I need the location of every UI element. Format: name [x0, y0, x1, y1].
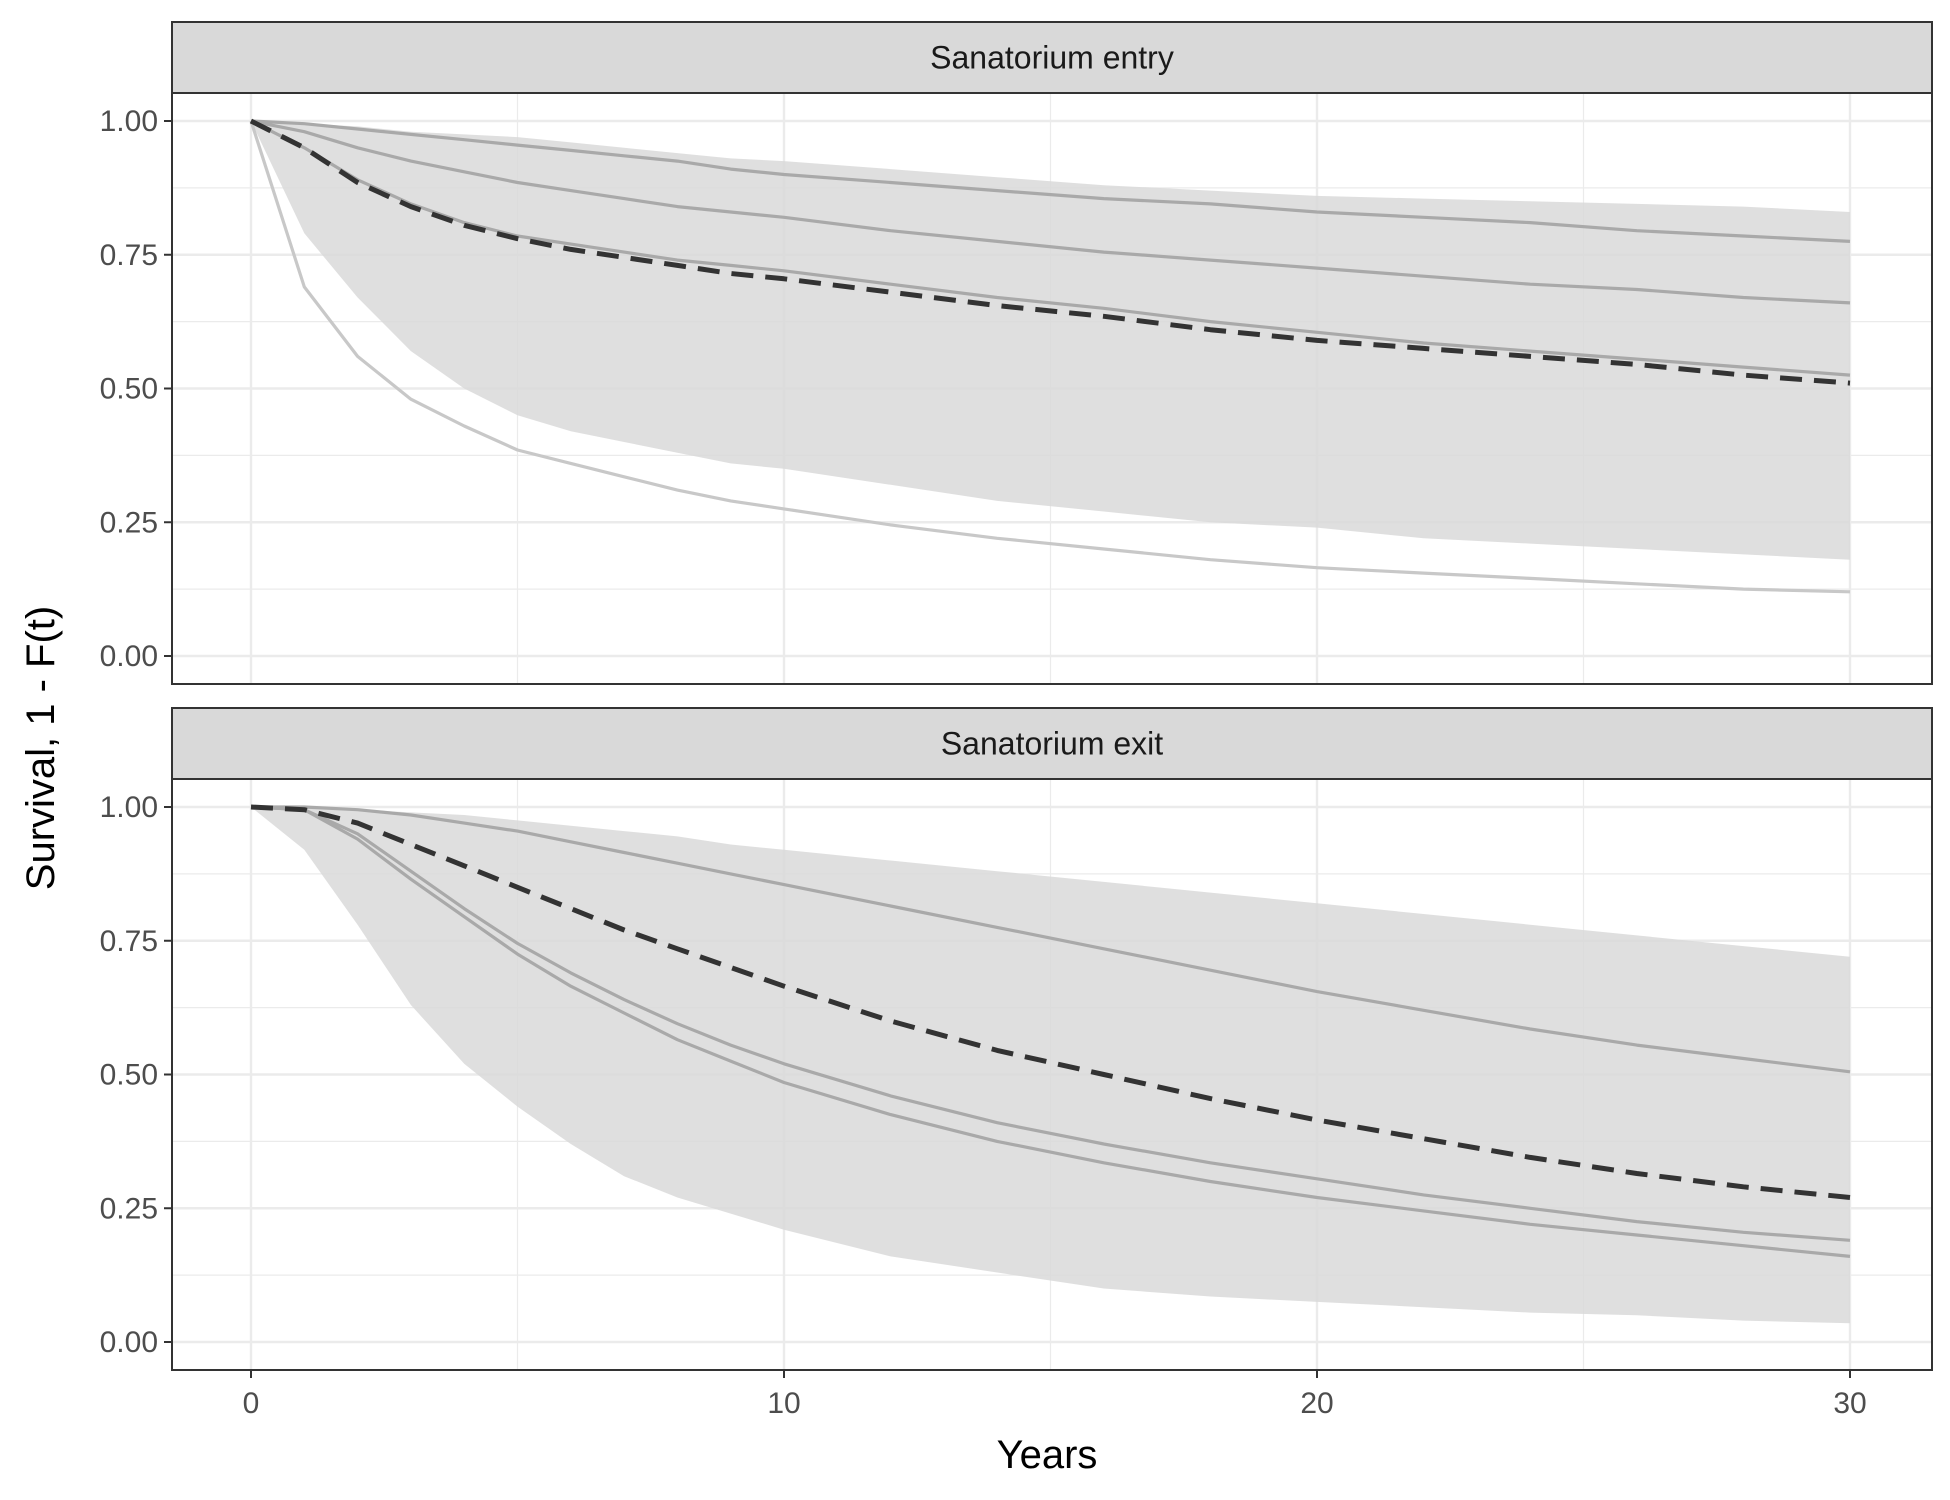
x-tick-label: 20 — [1300, 1387, 1333, 1420]
strip-label: Sanatorium exit — [941, 726, 1163, 762]
y-tick-label: 0.75 — [100, 925, 158, 958]
y-axis: 0.00 0.25 0.50 0.75 1.00 — [100, 791, 172, 1359]
survival-curve — [250, 119, 1851, 377]
survival-curve — [251, 805, 1851, 1074]
y-tick-label: 1.00 — [100, 791, 158, 824]
survival-curve — [250, 805, 1851, 1258]
survival-curve — [249, 120, 1851, 594]
y-tick-label: 0.25 — [100, 1192, 158, 1225]
panel-1: Sanatorium entry 0.00 0.25 0.50 0.75 1.00 — [100, 21, 1933, 685]
y-tick-label: 0.50 — [100, 1059, 158, 1092]
y-tick-label: 1.00 — [100, 105, 158, 138]
mean-curve-dashed — [249, 118, 1851, 386]
y-tick-label: 0.50 — [100, 373, 158, 406]
survival-curve — [250, 119, 1851, 305]
x-tick-label: 10 — [767, 1387, 800, 1420]
survival-curve — [250, 805, 1851, 1242]
y-tick-label: 0.00 — [100, 640, 158, 673]
survival-curve — [250, 119, 1851, 243]
confidence-ribbon — [251, 121, 1850, 560]
mean-curve-dashed — [250, 804, 1851, 1200]
y-axis-title: Survival, 1 - F(t) — [19, 606, 63, 890]
y-tick-label: 0.00 — [100, 1326, 158, 1359]
strip-label: Sanatorium entry — [930, 40, 1174, 76]
x-tick-label: 30 — [1833, 1387, 1866, 1420]
x-axis-title: Years — [997, 1433, 1098, 1477]
y-tick-label: 0.25 — [100, 506, 158, 539]
confidence-ribbon — [251, 807, 1850, 1324]
x-tick-label: 0 — [243, 1387, 260, 1420]
panel-2: Sanatorium exit 0.00 0.25 0.50 0.75 1.00 — [100, 707, 1933, 1371]
y-axis: 0.00 0.25 0.50 0.75 1.00 — [100, 105, 172, 673]
strip-background — [171, 707, 1933, 780]
y-tick-label: 0.75 — [100, 239, 158, 272]
panels: Sanatorium entry0.000.250.500.751.00Sana… — [100, 21, 1933, 1371]
x-axis: 0 10 20 30 — [243, 1370, 1867, 1420]
strip-background — [171, 21, 1933, 94]
